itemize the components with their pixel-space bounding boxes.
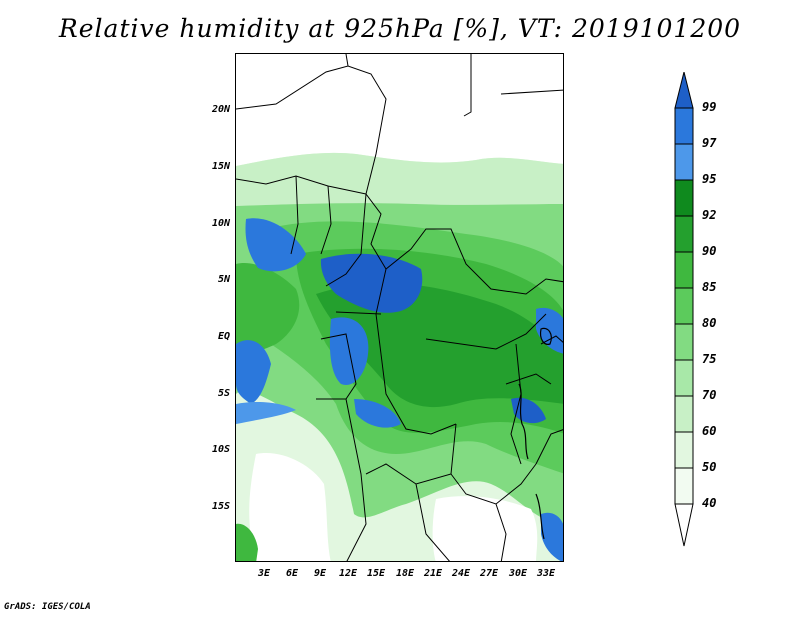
cbar-label-70: 70 (702, 388, 717, 402)
cbar-label-90: 90 (702, 244, 717, 258)
lon-label-30e: 30E (508, 568, 528, 579)
lon-label-24e: 24E (451, 568, 471, 579)
lat-label-15s: 15S (211, 501, 230, 512)
lon-label-6e: 6E (285, 568, 299, 579)
lon-label-18e: 18E (395, 568, 415, 579)
cbar-label-80: 80 (702, 316, 717, 330)
colorbar (674, 72, 694, 547)
lon-label-9e: 9E (313, 568, 327, 579)
lat-label-10s: 10S (211, 444, 230, 455)
cbar-80 (674, 287, 694, 325)
cbar-85 (674, 251, 694, 289)
lon-label-27e: 27E (479, 568, 499, 579)
lon-label-15e: 15E (366, 568, 386, 579)
lon-label-33e: 33E (536, 568, 556, 579)
cbar-99 (674, 72, 694, 109)
cbar-label-97: 97 (702, 136, 717, 150)
lat-label-10n: 10N (211, 218, 230, 229)
credit-text: GrADS: IGES/COLA (4, 602, 91, 612)
cbar-40 (674, 467, 694, 505)
lat-label-5n: 5N (217, 274, 230, 285)
lon-label-21e: 21E (423, 568, 443, 579)
lat-label-5s: 5S (217, 388, 230, 399)
map-title: Relative humidity at 925hPa [%], VT: 201… (58, 14, 742, 43)
lat-label-20n: 20N (211, 104, 230, 115)
cbar-label-75: 75 (702, 352, 717, 366)
cbar-50 (674, 431, 694, 469)
cbar-95 (674, 143, 694, 181)
lon-label-3e: 3E (257, 568, 271, 579)
cbar-low (674, 503, 694, 547)
cbar-92 (674, 179, 694, 217)
cbar-label-60: 60 (702, 424, 717, 438)
cbar-label-95: 95 (702, 172, 717, 186)
lat-label-eq: EQ (217, 331, 230, 342)
cbar-97 (674, 107, 694, 145)
lon-label-12e: 12E (338, 568, 358, 579)
cbar-label-85: 85 (702, 280, 717, 294)
cbar-label-40: 40 (702, 496, 717, 510)
humidity-field (236, 54, 563, 561)
cbar-60 (674, 395, 694, 433)
lat-label-15n: 15N (211, 161, 230, 172)
cbar-label-92: 92 (702, 208, 717, 222)
cbar-label-50: 50 (702, 460, 717, 474)
humidity-map (235, 53, 564, 562)
cbar-label-99: 99 (702, 100, 717, 114)
cbar-75 (674, 323, 694, 361)
cbar-70 (674, 359, 694, 397)
cbar-90 (674, 215, 694, 253)
